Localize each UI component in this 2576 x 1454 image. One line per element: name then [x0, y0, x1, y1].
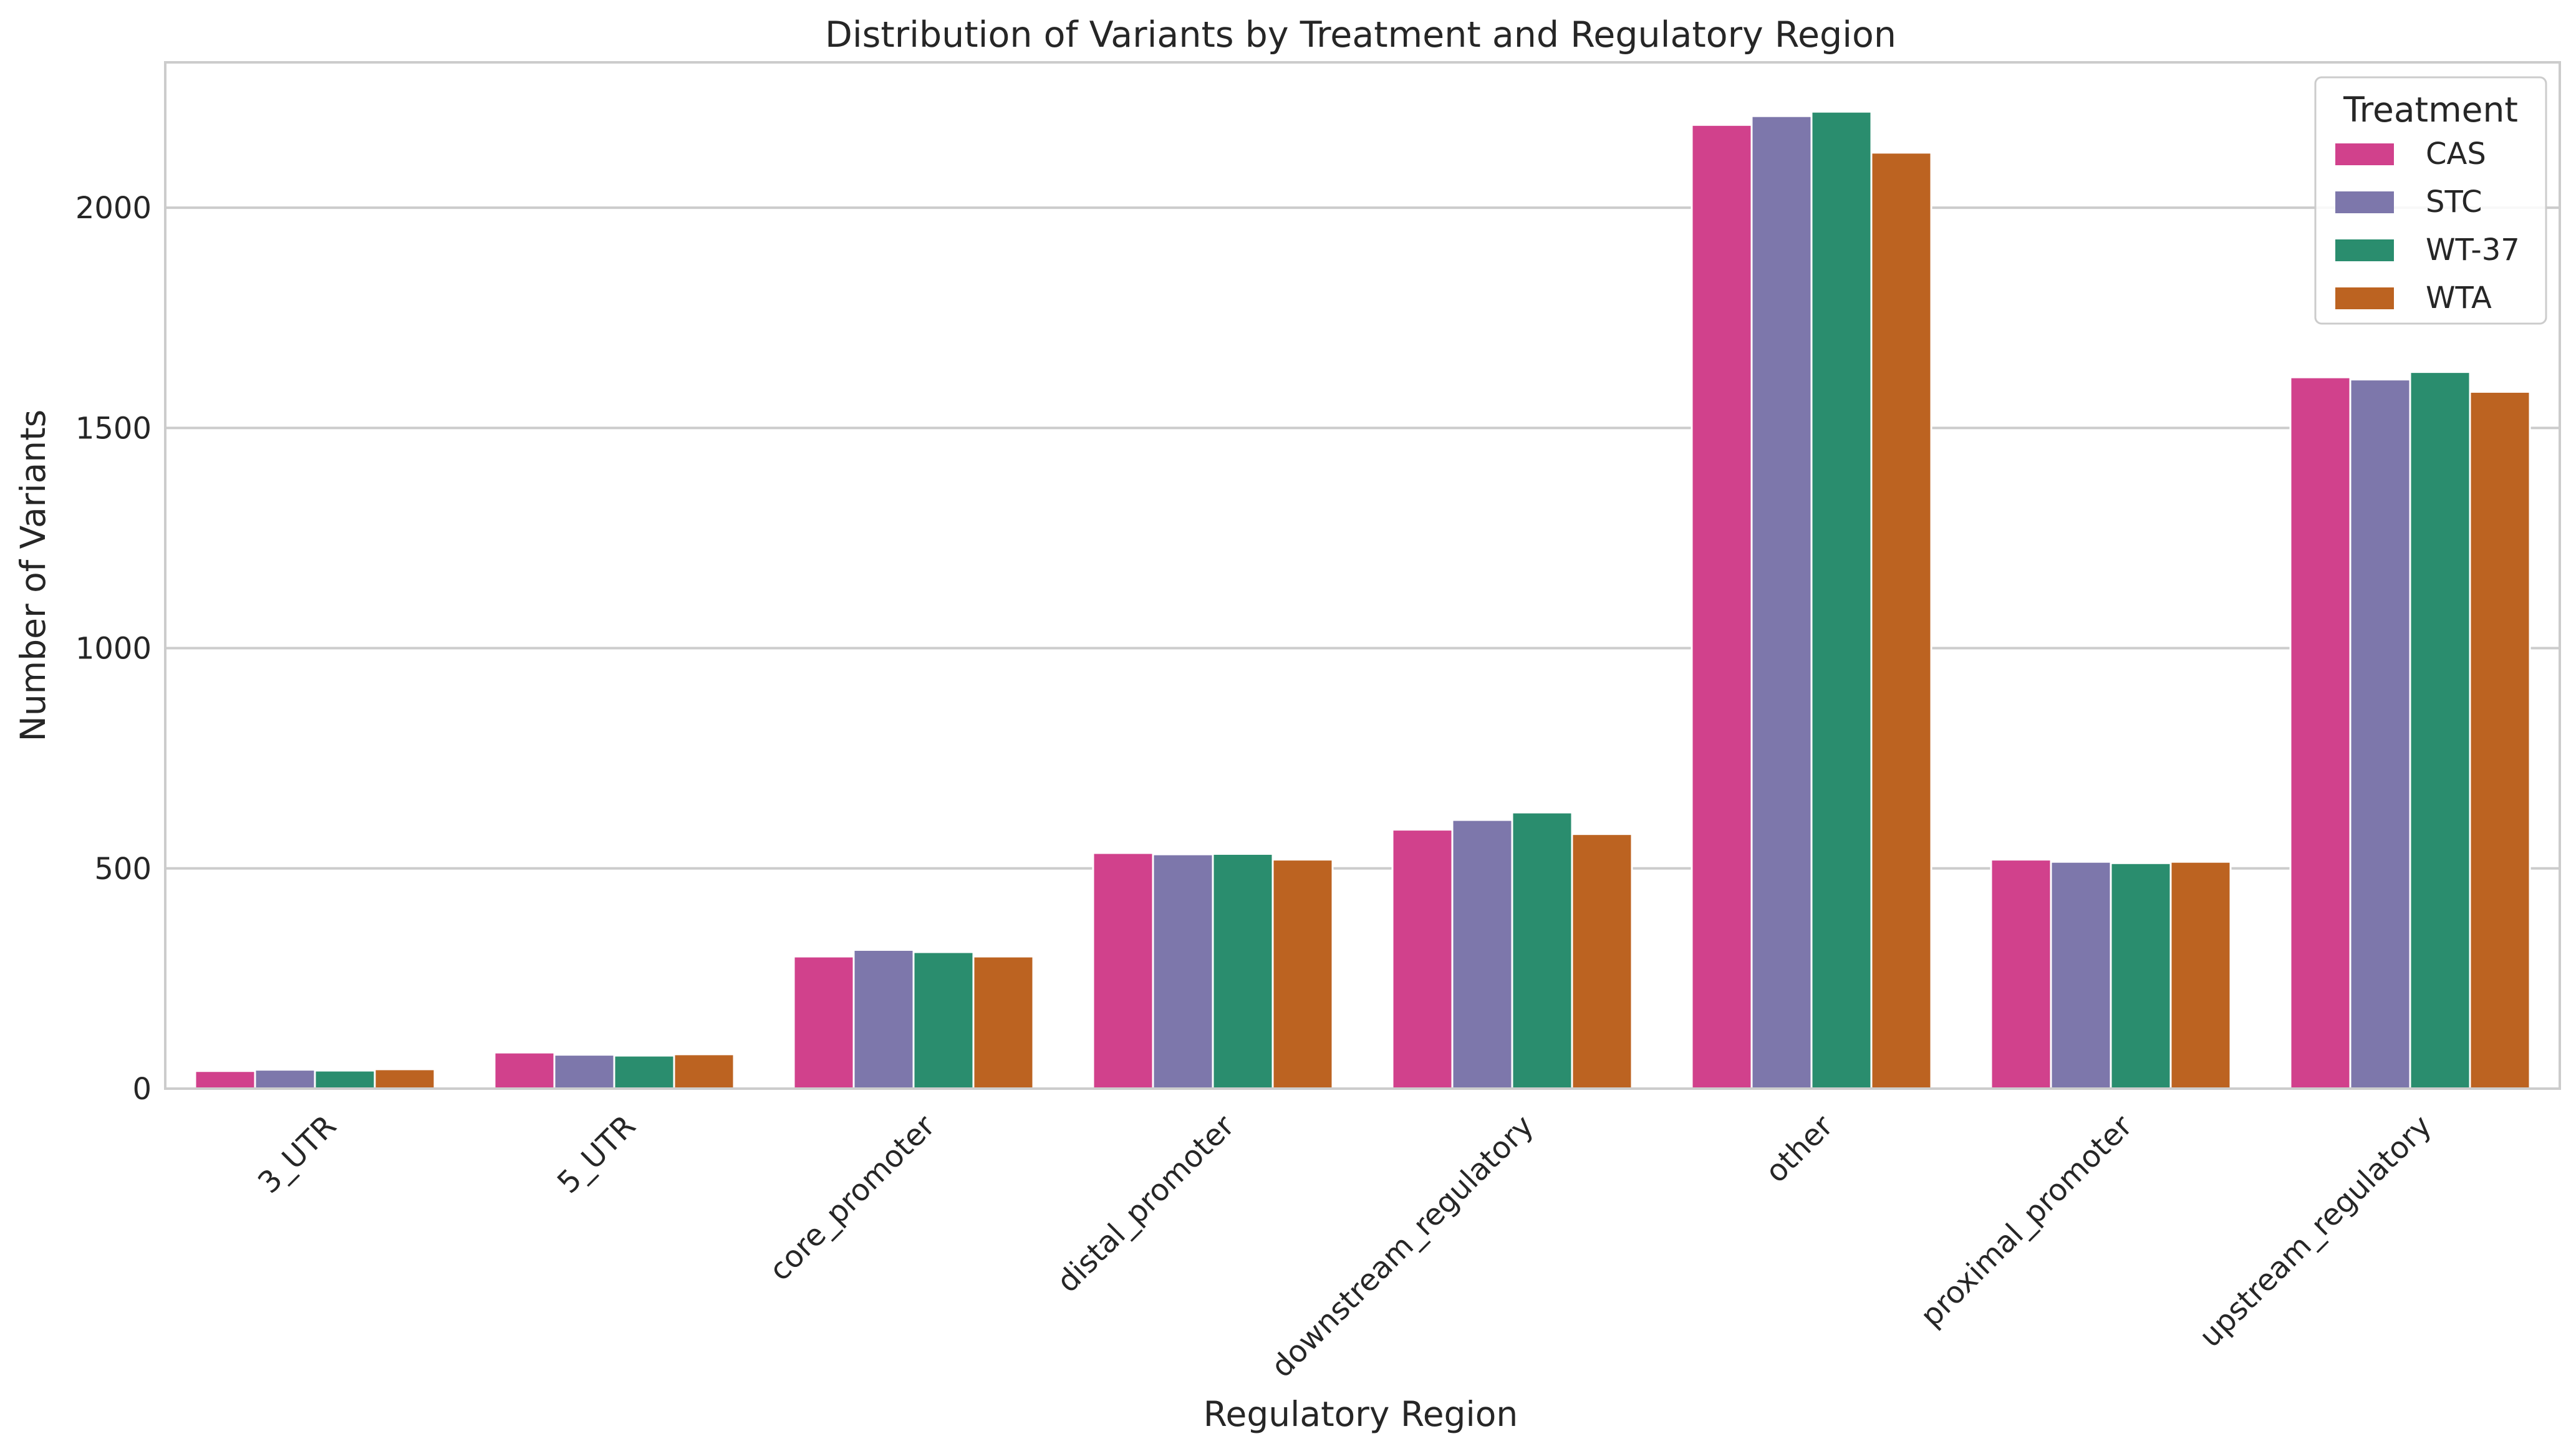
x-axis-label: Regulatory Region — [1204, 1394, 1518, 1434]
bar-WTA-upstream_regulatory — [2469, 390, 2531, 1090]
bar-CAS-upstream_regulatory — [2289, 376, 2352, 1090]
bar-STC-downstream_regulatory — [1451, 819, 1513, 1090]
bar-WT-37-other — [1810, 110, 1873, 1090]
bar-CAS-3_UTR — [194, 1070, 256, 1090]
y-tick-label: 1500 — [75, 411, 152, 446]
bar-WTA-other — [1870, 152, 1932, 1090]
bars — [194, 110, 2531, 1090]
bar-WTA-3_UTR — [374, 1068, 436, 1090]
legend-label: WTA — [2426, 281, 2492, 315]
legend-swatch — [2335, 239, 2394, 261]
y-tick-label: 0 — [132, 1072, 152, 1107]
bar-STC-upstream_regulatory — [2349, 378, 2411, 1090]
legend-label: WT-37 — [2426, 233, 2520, 267]
legend-swatch — [2335, 143, 2394, 165]
bar-WTA-5_UTR — [673, 1053, 735, 1090]
legend: Treatment CAS STC WT-37 WTA — [2314, 76, 2547, 325]
bar-STC-5_UTR — [553, 1054, 615, 1090]
bar-WTA-proximal_promoter — [2169, 860, 2232, 1090]
y-tick-label: 2000 — [75, 191, 152, 226]
bar-WTA-distal_promoter — [1271, 859, 1334, 1090]
legend-label: STC — [2426, 185, 2482, 219]
chart-title: Distribution of Variants by Treatment an… — [825, 14, 1896, 55]
bar-WT-37-proximal_promoter — [2110, 862, 2172, 1090]
y-axis-ticks: 0 500 1000 1500 2000 — [75, 191, 152, 1107]
plot-frame — [164, 61, 2561, 1090]
bar-WT-37-downstream_regulatory — [1511, 811, 1573, 1090]
bar-WTA-downstream_regulatory — [1571, 833, 1633, 1090]
bar-WT-37-3_UTR — [314, 1069, 376, 1090]
bar-STC-distal_promoter — [1152, 853, 1214, 1090]
bar-STC-3_UTR — [254, 1069, 316, 1090]
bar-CAS-other — [1691, 123, 1753, 1090]
bar-WT-37-core_promoter — [912, 951, 975, 1090]
bar-WT-37-distal_promoter — [1212, 852, 1274, 1090]
bar-STC-other — [1750, 115, 1813, 1090]
legend-label: CAS — [2426, 137, 2486, 171]
legend-box — [2314, 76, 2547, 325]
bar-WTA-core_promoter — [972, 955, 1035, 1090]
bar-CAS-5_UTR — [493, 1051, 556, 1090]
bar-STC-proximal_promoter — [2050, 860, 2112, 1090]
legend-title: Treatment — [2343, 90, 2518, 130]
y-axis-label: Number of Variants — [13, 410, 53, 742]
bar-CAS-core_promoter — [793, 955, 855, 1090]
bar-WT-37-upstream_regulatory — [2409, 371, 2471, 1090]
y-tick-label: 1000 — [75, 632, 152, 667]
bar-CAS-downstream_regulatory — [1391, 829, 1454, 1090]
y-tick-label: 500 — [94, 852, 152, 887]
legend-swatch — [2335, 191, 2394, 213]
bar-CAS-proximal_promoter — [1990, 859, 2052, 1090]
bar-STC-core_promoter — [852, 948, 915, 1090]
bar-WT-37-5_UTR — [613, 1054, 675, 1090]
bar-CAS-distal_promoter — [1092, 852, 1154, 1090]
legend-swatch — [2335, 287, 2394, 309]
